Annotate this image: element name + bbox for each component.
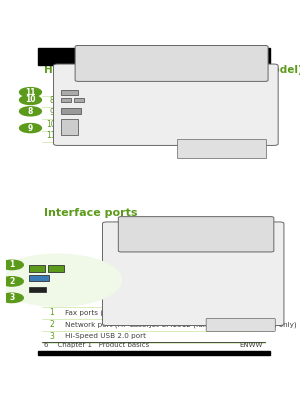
Circle shape (0, 277, 23, 286)
Text: 11: 11 (47, 131, 56, 140)
Text: 9: 9 (28, 124, 33, 132)
Text: 11: 11 (25, 88, 36, 97)
Text: Fax ports: Fax ports (65, 120, 101, 128)
Bar (38, 48, 270, 65)
Bar (38, 352, 270, 355)
Bar (29, 286, 46, 292)
Text: Hi-Speed USB 2.0 port: Hi-Speed USB 2.0 port (65, 333, 146, 339)
Circle shape (20, 88, 41, 97)
Text: Interface ports: Interface ports (44, 207, 138, 217)
Text: Fax ports (HP LaserJet CM1312 (fax/photo-card model) only): Fax ports (HP LaserJet CM1312 (fax/photo… (65, 310, 283, 316)
Text: Rear door for jam access: Rear door for jam access (65, 108, 161, 117)
FancyBboxPatch shape (75, 45, 268, 81)
Text: 3: 3 (9, 293, 14, 302)
Circle shape (20, 107, 41, 116)
FancyBboxPatch shape (118, 217, 274, 252)
Text: 3: 3 (49, 332, 54, 341)
Bar (29, 275, 49, 281)
Bar (61, 98, 71, 102)
FancyBboxPatch shape (177, 140, 267, 158)
Circle shape (20, 95, 41, 105)
Text: 2: 2 (9, 277, 14, 286)
Text: ENWW: ENWW (240, 342, 263, 348)
Text: 1: 1 (49, 308, 54, 317)
Text: Power connector: Power connector (65, 96, 129, 105)
FancyBboxPatch shape (206, 318, 275, 332)
Text: 8: 8 (49, 96, 54, 105)
FancyBboxPatch shape (53, 64, 278, 146)
Text: 6    Chapter 1   Product basics: 6 Chapter 1 Product basics (44, 342, 150, 348)
Text: 9: 9 (49, 108, 54, 117)
Circle shape (0, 260, 23, 270)
Bar (61, 91, 78, 95)
Bar (61, 119, 78, 135)
Circle shape (0, 293, 23, 302)
Circle shape (20, 124, 41, 132)
Bar (48, 265, 64, 272)
Text: HP LaserJet CM1312 (fax/photo-card model) Back view: HP LaserJet CM1312 (fax/photo-card model… (44, 65, 300, 75)
Text: Network port (HP LaserJet CM1312 (fax/photo-card model) only): Network port (HP LaserJet CM1312 (fax/ph… (65, 321, 297, 328)
FancyBboxPatch shape (103, 222, 284, 326)
Bar (29, 265, 45, 272)
Bar (61, 108, 81, 114)
Text: 1: 1 (9, 261, 14, 269)
Text: 2: 2 (49, 320, 54, 329)
Text: 8: 8 (28, 107, 33, 116)
Circle shape (0, 254, 121, 306)
Text: Hi-Speed USB 2.0 port and network port.: Hi-Speed USB 2.0 port and network port. (65, 131, 221, 140)
Text: 10: 10 (25, 95, 36, 105)
Bar (74, 98, 84, 102)
Text: 10: 10 (46, 120, 56, 128)
